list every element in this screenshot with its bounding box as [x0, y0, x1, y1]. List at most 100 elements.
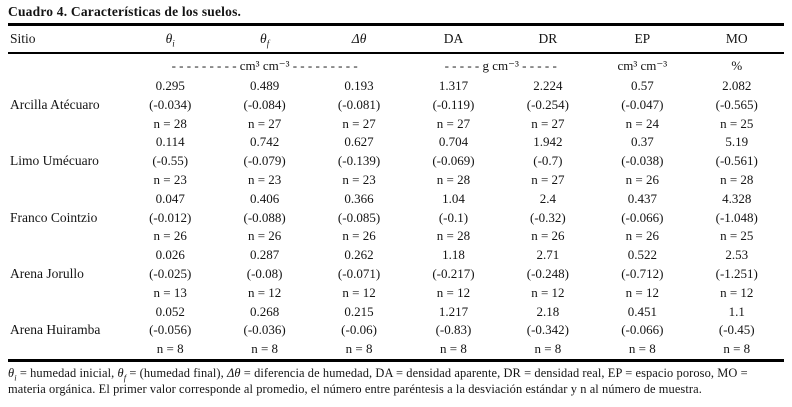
n-cell: n = 8	[628, 341, 656, 357]
table-row: (-0.55) (-0.079) (-0.139) (-0.069) (-0.7…	[8, 152, 784, 171]
sd-cell: (-0.55)	[152, 153, 189, 169]
mean-cell: 0.047	[155, 190, 185, 206]
n-cell: n = 27	[531, 115, 565, 131]
n-cell: n = 8	[156, 341, 184, 357]
units-row: - - - - - - - - - cm³ cm⁻³ - - - - - - -…	[8, 53, 784, 77]
sd-cell: (-0.038)	[621, 153, 664, 169]
n-cell: n = 12	[625, 284, 659, 300]
footnote-delta-theta-symbol: Δθ	[227, 365, 241, 380]
sd-cell: (-0.7)	[533, 153, 563, 169]
mean-cell: 2.53	[725, 247, 749, 263]
sd-cell: (-0.45)	[718, 322, 755, 338]
column-header-ep: EP	[595, 25, 689, 54]
n-cell: n = 28	[720, 171, 754, 187]
column-header-theta-i: θi	[123, 25, 217, 54]
mean-cell: 1.317	[438, 78, 469, 93]
n-cell: n = 26	[153, 228, 187, 244]
sd-cell: (-1.251)	[715, 265, 758, 281]
n-cell: n = 25	[720, 228, 754, 244]
mean-cell: 1.18	[442, 247, 465, 263]
table-row: (-0.056) (-0.036) (-0.06) (-0.83) (-0.34…	[8, 321, 784, 340]
mean-cell: 0.437	[627, 190, 657, 206]
sd-cell: (-0.071)	[337, 265, 381, 281]
mean-cell: 2.082	[722, 78, 752, 93]
mean-cell: 0.57	[630, 78, 654, 93]
table-row: Arcilla Atécuaro 0.295 0.489 0.193 1.317…	[8, 77, 784, 112]
sd-cell: (-0.088)	[243, 209, 286, 225]
da-label: DA	[443, 31, 464, 46]
sd-cell: (-1.048)	[715, 209, 758, 225]
column-header-dr: DR	[501, 25, 595, 54]
footnote-theta-i-symbol: θ	[8, 365, 15, 380]
table-row: (-0.025) (-0.08) (-0.071) (-0.217) (-0.2…	[8, 265, 784, 284]
n-cell: n = 23	[247, 171, 282, 187]
mean-cell: 0.366	[344, 190, 374, 206]
n-cell: n = 26	[342, 228, 376, 244]
n-cell: n = 26	[247, 228, 282, 244]
n-cell: n = 26	[531, 228, 565, 244]
n-cell: n = 8	[534, 341, 562, 357]
sd-cell: (-0.08)	[246, 265, 283, 281]
sd-cell: (-0.085)	[337, 209, 381, 225]
mean-cell: 0.114	[155, 134, 185, 150]
table-row: n = 23 n = 23 n = 23 n = 28 n = 27 n = 2…	[8, 171, 784, 190]
table-footnote: θi = humedad inicial, θf = (humedad fina…	[8, 362, 784, 398]
site-name: Arena Jorullo	[10, 265, 84, 281]
sd-cell: (-0.06)	[341, 322, 377, 338]
table-row: (-0.034) (-0.084) (-0.081) (-0.119) (-0.…	[8, 96, 784, 115]
footnote-text: = humedad inicial,	[16, 365, 118, 380]
table-row: n = 13 n = 12 n = 12 n = 12 n = 12 n = 1…	[8, 284, 784, 303]
n-cell: n = 23	[342, 171, 376, 187]
sd-cell: (-0.036)	[243, 322, 286, 338]
ep-label: EP	[634, 31, 651, 46]
mean-cell: 0.193	[344, 78, 374, 93]
sd-cell: (-0.025)	[149, 265, 192, 281]
sd-cell: (-0.069)	[432, 153, 475, 169]
mean-cell: 0.489	[250, 78, 280, 93]
mean-cell: 0.268	[250, 303, 280, 319]
sd-cell: (-0.066)	[621, 322, 664, 338]
theta-subscript: f	[266, 38, 270, 49]
footnote-theta-f-symbol: θ	[117, 365, 124, 380]
mo-label: MO	[725, 31, 748, 46]
column-header-theta-f: θf	[217, 25, 311, 54]
sd-cell: (-0.066)	[621, 209, 664, 225]
n-cell: n = 12	[531, 284, 565, 300]
sd-cell: (-0.248)	[526, 265, 570, 281]
footnote-text: = (humedad final),	[126, 365, 228, 380]
units-mo: %	[731, 57, 743, 73]
mean-cell: 0.522	[627, 247, 657, 263]
sd-cell: (-0.1)	[438, 209, 469, 225]
mean-cell: 2.71	[536, 247, 560, 263]
mean-cell: 1.04	[442, 190, 465, 206]
sd-cell: (-0.565)	[715, 96, 758, 112]
mean-cell: 0.451	[627, 303, 657, 319]
mean-cell: 0.295	[155, 78, 185, 93]
mean-cell: 0.406	[250, 190, 280, 206]
sd-cell: (-0.254)	[526, 96, 570, 112]
mean-cell: 0.215	[344, 303, 374, 319]
mean-cell: 1.1	[728, 303, 745, 319]
sd-cell: (-0.712)	[621, 265, 664, 281]
n-cell: n = 8	[345, 341, 373, 357]
mean-cell: 2.224	[533, 78, 563, 93]
mean-cell: 0.026	[155, 247, 185, 263]
sd-cell: (-0.081)	[337, 96, 381, 112]
table-row: (-0.012) (-0.088) (-0.085) (-0.1) (-0.32…	[8, 209, 784, 228]
n-cell: n = 8	[440, 341, 467, 357]
mean-cell: 0.742	[250, 134, 280, 150]
table-title: Cuadro 4. Características de los suelos.	[8, 4, 242, 19]
n-cell: n = 12	[247, 284, 282, 300]
mean-cell: 0.37	[630, 134, 654, 150]
n-cell: n = 27	[436, 115, 471, 131]
sd-cell: (-0.561)	[715, 153, 758, 169]
column-header-mo: MO	[690, 25, 784, 54]
mean-cell: 4.328	[722, 190, 752, 206]
sd-cell: (-0.056)	[149, 322, 192, 338]
sd-cell: (-0.83)	[435, 322, 472, 338]
theta-symbol: θ	[260, 31, 267, 46]
units-theta-span: - - - - - - - - - cm³ cm⁻³ - - - - - - -…	[171, 57, 358, 73]
theta-subscript: i	[172, 38, 175, 49]
sd-cell: (-0.119)	[432, 96, 475, 112]
footnote-text: = diferencia de humedad, DA = densidad a…	[8, 365, 748, 397]
